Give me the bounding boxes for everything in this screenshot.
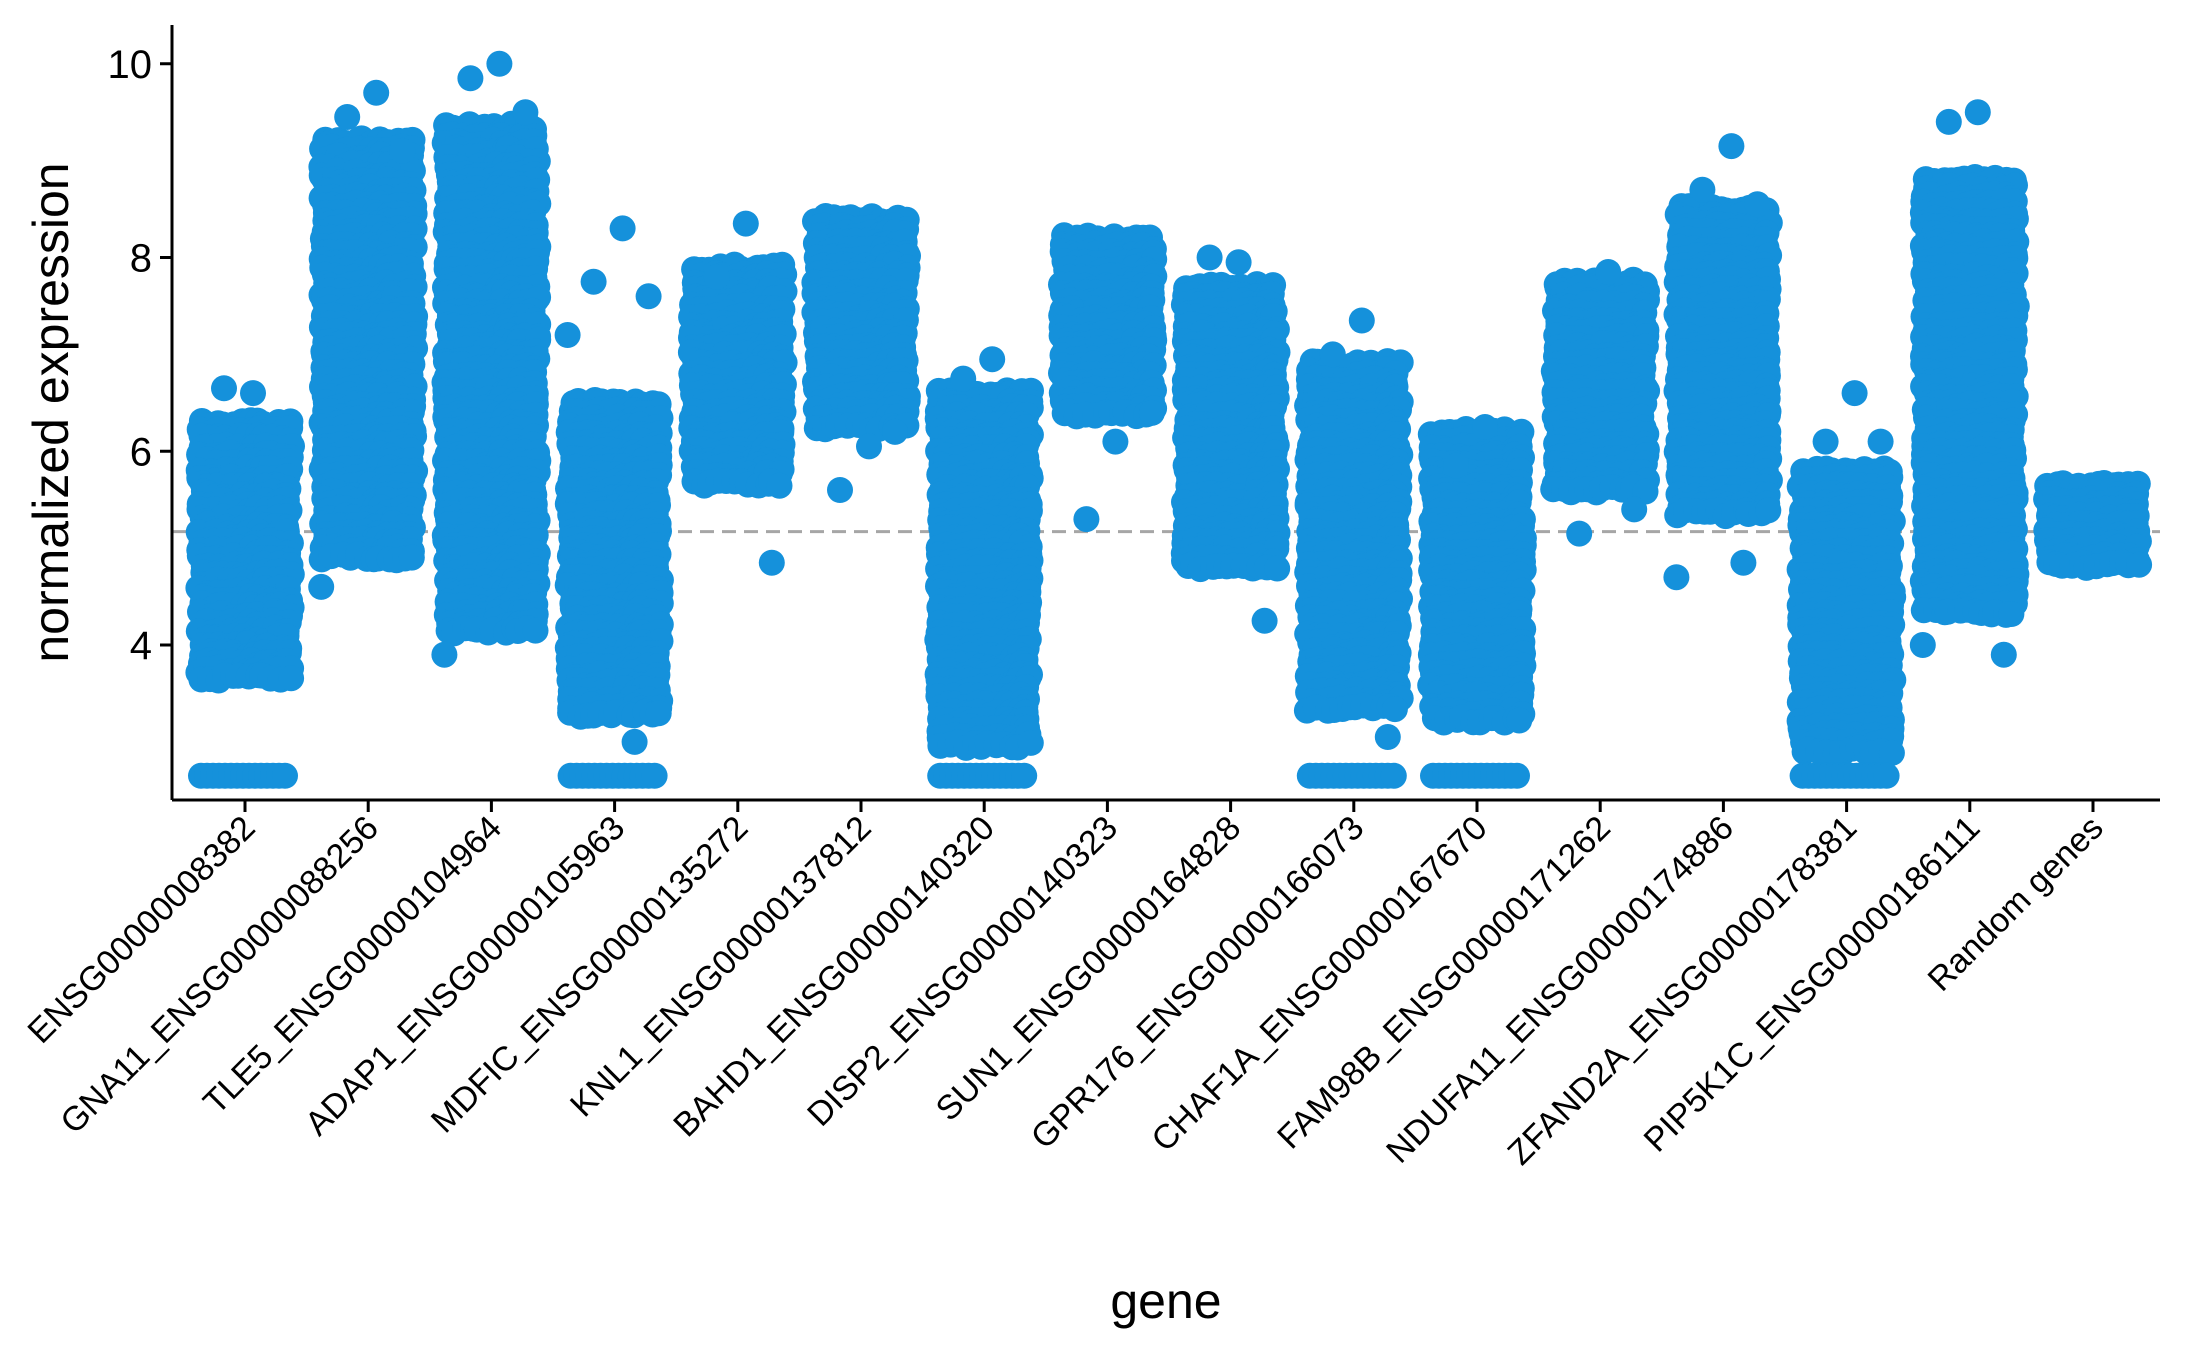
data-point bbox=[211, 375, 237, 402]
data-point bbox=[278, 665, 305, 692]
data-point bbox=[645, 700, 672, 727]
data-point bbox=[732, 210, 759, 237]
data-point bbox=[703, 263, 730, 290]
data-point bbox=[486, 50, 513, 77]
data-point bbox=[522, 617, 549, 644]
data-point bbox=[766, 472, 793, 499]
data-point bbox=[621, 728, 648, 755]
data-point bbox=[389, 137, 416, 164]
data-point bbox=[1264, 555, 1291, 582]
data-point bbox=[641, 762, 668, 789]
data-point bbox=[398, 544, 425, 571]
data-point bbox=[512, 99, 539, 126]
data-point bbox=[1380, 762, 1407, 789]
data-point bbox=[431, 641, 458, 668]
data-point bbox=[1138, 399, 1165, 426]
data-point bbox=[856, 433, 882, 460]
data-points bbox=[185, 50, 2153, 789]
data-point bbox=[882, 418, 908, 445]
data-point bbox=[240, 380, 266, 407]
data-point bbox=[1319, 341, 1346, 368]
data-point bbox=[827, 477, 853, 503]
data-point bbox=[1348, 307, 1375, 334]
data-point bbox=[580, 268, 607, 295]
data-point bbox=[1073, 506, 1100, 533]
data-point bbox=[554, 322, 581, 348]
data-point bbox=[1102, 428, 1129, 455]
data-point bbox=[1196, 244, 1223, 271]
data-point bbox=[758, 549, 785, 576]
data-point bbox=[609, 215, 636, 242]
data-point bbox=[363, 79, 390, 106]
data-point bbox=[1374, 724, 1401, 750]
data-point bbox=[1017, 729, 1044, 756]
data-point bbox=[457, 65, 484, 92]
data-point bbox=[950, 365, 977, 392]
data-point bbox=[1011, 762, 1038, 789]
data-point bbox=[1251, 607, 1278, 634]
data-point bbox=[272, 762, 298, 789]
data-point bbox=[1225, 249, 1252, 276]
plot-area bbox=[172, 50, 2160, 789]
data-point bbox=[308, 573, 335, 600]
data-point bbox=[334, 104, 361, 130]
data-point bbox=[979, 346, 1006, 373]
data-point bbox=[635, 283, 662, 310]
data-point bbox=[1381, 696, 1408, 723]
